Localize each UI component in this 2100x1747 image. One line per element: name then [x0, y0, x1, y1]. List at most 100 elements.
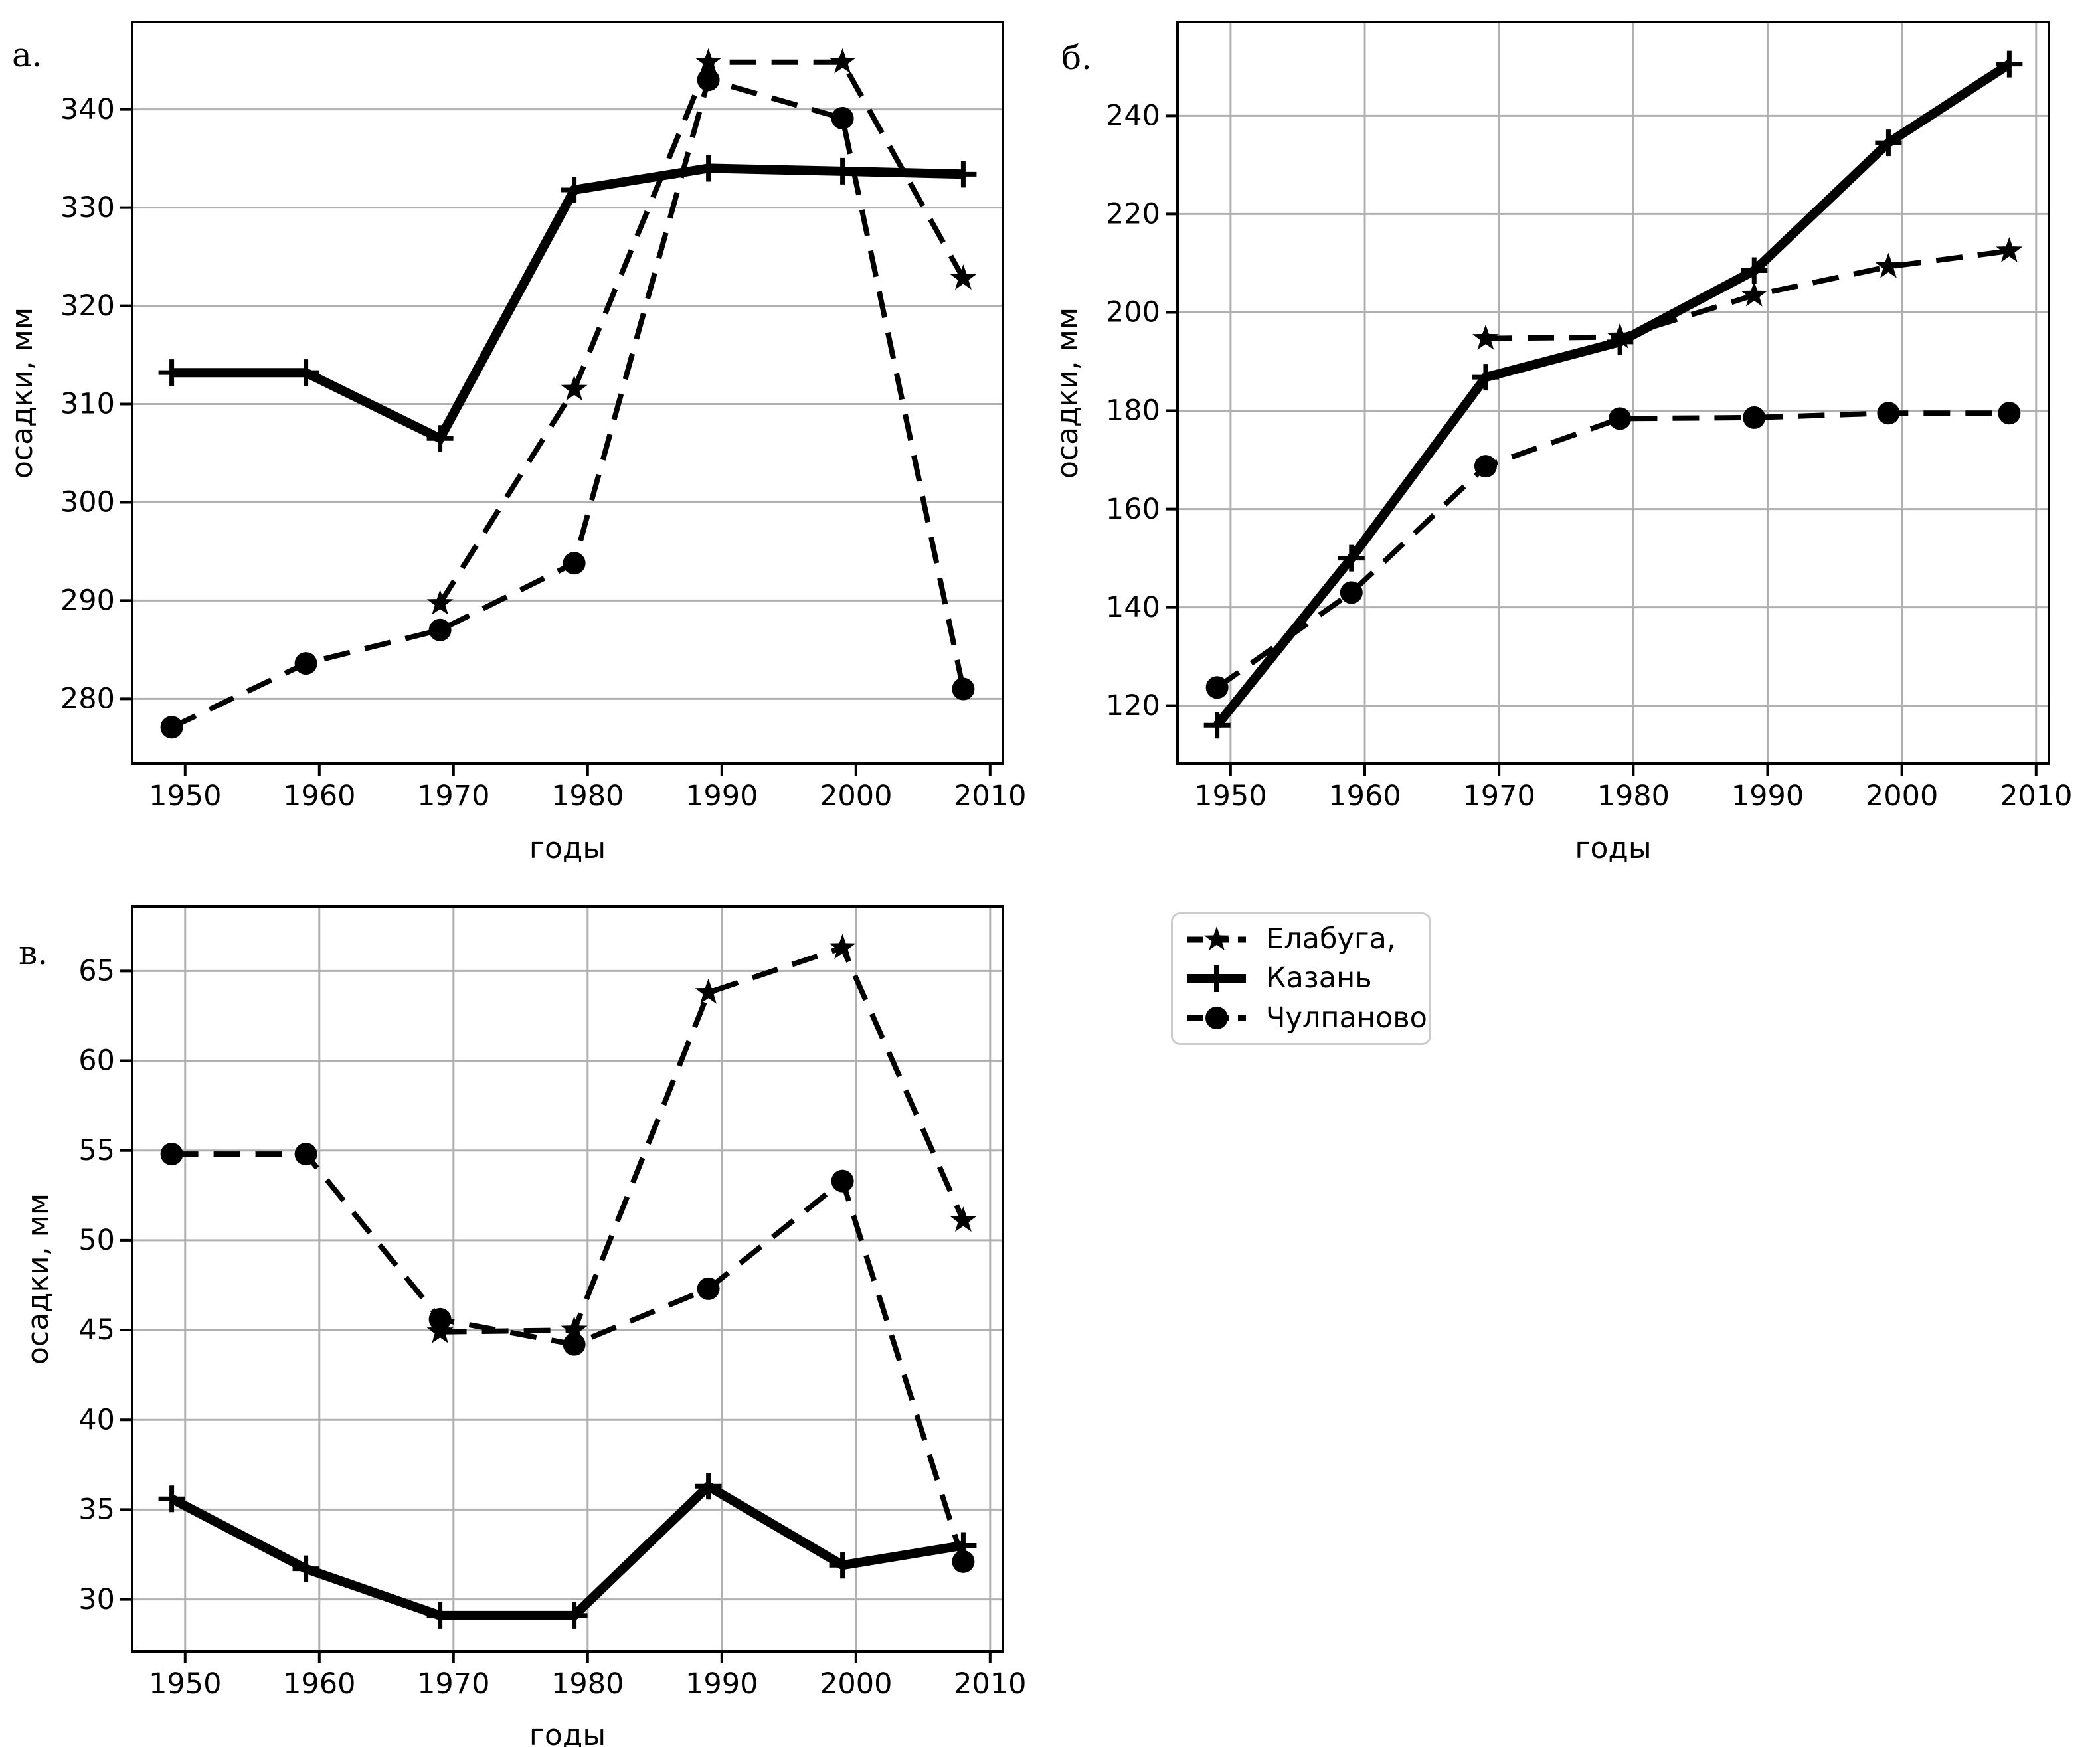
elabuga-marker	[1472, 324, 1499, 350]
x-tick-label: 1950	[1194, 780, 1267, 813]
y-axis-label: осадки, мм	[5, 307, 39, 479]
x-tick-label: 1970	[1462, 780, 1535, 813]
panel-label: а.	[12, 36, 43, 74]
elabuga-marker	[1875, 252, 1902, 278]
y-tick-label: 200	[1106, 296, 1160, 329]
legend-item-elabuga: Елабуга,	[1185, 922, 1423, 957]
x-tick-label: 1980	[551, 780, 624, 813]
y-tick-label: 50	[78, 1224, 115, 1257]
chulpanovo-marker	[952, 1550, 975, 1573]
chulpanovo-marker	[697, 68, 720, 92]
legend-item-chulpanovo: Чулпаново	[1185, 1001, 1427, 1035]
y-tick-label: 45	[78, 1313, 115, 1347]
elabuga-line	[440, 944, 966, 1335]
chulpanovo-marker	[1340, 581, 1363, 604]
kazan-marker	[1472, 364, 1499, 391]
kazan-marker	[1203, 712, 1231, 739]
axis-ticks	[1166, 114, 2038, 776]
axis-ticks	[120, 969, 992, 1663]
y-tick-label: 330	[60, 191, 115, 224]
elabuga-line-sample	[1187, 926, 1246, 950]
y-tick-label: 300	[60, 486, 115, 519]
kazan-marker	[950, 161, 977, 188]
y-axis-label: осадки, мм	[21, 1193, 55, 1365]
kazan-marker	[561, 176, 588, 203]
chulpanovo-marker	[428, 618, 452, 641]
elabuga-marker	[1996, 236, 2023, 262]
x-tick-label: 2000	[820, 1667, 892, 1701]
x-tick-label: 2000	[1866, 780, 1938, 813]
x-tick-label: 1950	[149, 780, 221, 813]
elabuga-marker	[829, 934, 856, 959]
y-tick-label: 65	[78, 955, 115, 988]
elabuga-marker	[950, 264, 977, 290]
chulpanovo-marker	[563, 1333, 586, 1356]
elabuga-marker	[695, 48, 722, 74]
kazan-marker	[695, 1473, 722, 1500]
legend-label-kazan: Казань	[1266, 961, 1372, 995]
chulpanovo-marker	[697, 1277, 720, 1300]
x-tick-label: 1990	[1731, 780, 1804, 813]
legend-label-chulpanovo: Чулпаново	[1266, 1001, 1427, 1035]
y-tick-label: 55	[78, 1134, 115, 1167]
y-tick-label: 280	[60, 683, 115, 716]
series-kazan	[1203, 50, 2023, 739]
chulpanovo-line-sample	[1187, 1007, 1246, 1030]
kazan-marker	[1607, 328, 1634, 355]
chulpanovo-marker	[1205, 676, 1229, 699]
legend-item-kazan: Казань	[1185, 961, 1423, 996]
y-tick-label: 35	[78, 1493, 115, 1527]
chulpanovo-marker	[831, 106, 854, 129]
elabuga-marker	[829, 48, 856, 74]
series-elabuga	[426, 48, 977, 615]
y-tick-label: 180	[1106, 394, 1160, 428]
chulpanovo-marker	[160, 1143, 183, 1166]
y-tick-label: 30	[78, 1583, 115, 1616]
y-tick-label: 140	[1106, 591, 1160, 624]
series-chulpanovo	[160, 68, 975, 739]
panel-b: 1950 1960 1970 1980 1990 2000 2010 120 140 160 180…	[1051, 21, 2073, 865]
axis-ticks	[120, 108, 992, 776]
legend-label-elabuga: Елабуга,	[1266, 922, 1396, 956]
gridlines	[1178, 22, 2049, 764]
y-tick-label: 220	[1106, 198, 1160, 231]
chulpanovo-marker	[294, 652, 317, 675]
y-axis-label: осадки, мм	[1051, 307, 1085, 479]
x-tick-label: 1970	[417, 1667, 489, 1701]
x-axis-label: годы	[529, 1718, 606, 1747]
y-tick-label: 160	[1106, 493, 1160, 526]
kazan-marker	[292, 1555, 319, 1582]
y-tick-label: 40	[78, 1403, 115, 1436]
x-tick-label: 2010	[2000, 780, 2072, 813]
elabuga-marker	[950, 1206, 977, 1232]
kazan-marker	[292, 359, 319, 386]
kazan-marker	[1741, 257, 1768, 284]
gridlines	[132, 906, 1003, 1651]
legend: Елабуга, Казань Чулпаново	[1171, 912, 1431, 1045]
kazan-marker	[1338, 544, 1365, 572]
y-tick-label: 320	[60, 290, 115, 323]
elabuga-marker	[426, 589, 454, 615]
chulpanovo-marker	[952, 677, 975, 701]
chulpanovo-marker	[1609, 407, 1632, 430]
kazan-marker	[426, 425, 454, 452]
elabuga-marker	[695, 978, 722, 1004]
x-tick-label: 1950	[149, 1667, 221, 1701]
x-tick-label: 1960	[1328, 780, 1401, 813]
x-tick-label: 1990	[685, 1667, 758, 1701]
plot-border	[131, 21, 1004, 765]
chulpanovo-marker	[160, 716, 183, 739]
kazan-marker	[158, 359, 185, 386]
elabuga-marker	[561, 375, 588, 401]
x-tick-label: 1970	[417, 780, 489, 813]
chulpanovo-marker	[1474, 455, 1497, 478]
chulpanovo-marker	[428, 1307, 452, 1331]
y-tick-label: 120	[1106, 689, 1160, 722]
star-icon	[1204, 926, 1229, 950]
x-axis-label: годы	[529, 831, 606, 865]
panel-v: 1950 1960 1970 1980 1990 2000 2010 30 35 40 45 50 55…	[19, 905, 1027, 1747]
x-tick-label: 2000	[820, 780, 892, 813]
circle-icon	[1205, 1007, 1228, 1030]
